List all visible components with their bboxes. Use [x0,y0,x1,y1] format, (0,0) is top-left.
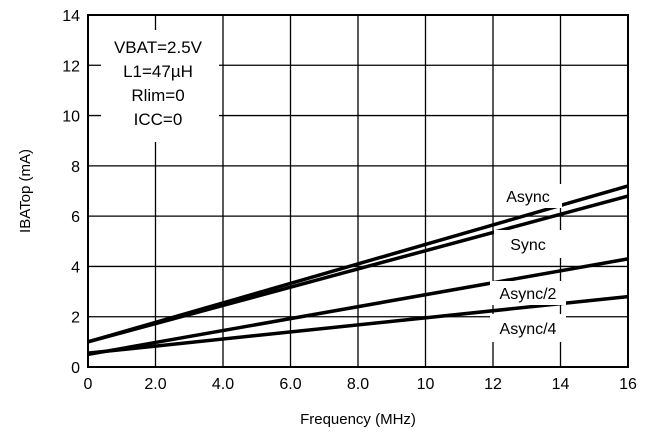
series-label-2: Async/2 [500,286,557,303]
y-tick-label: 6 [71,209,80,226]
x-axis-label: Frequency (MHz) [300,411,416,428]
condition-line: ICC=0 [134,110,183,129]
y-tick-label: 0 [71,360,80,377]
condition-line: Rlim=0 [131,86,184,105]
plot-frame [87,14,629,368]
x-tick-labels: 0 2.0 4.0 6.0 8.0 10 12 14 16 [84,376,637,393]
x-tick-label: 8.0 [347,376,369,393]
conditions-box: VBAT=2.5V L1=47µH Rlim=0 ICC=0 [101,30,219,142]
y-axis-label: IBATop (mA) [17,149,34,233]
y-tick-label: 12 [62,58,80,75]
series-label-bg [494,230,562,258]
x-tick-label: 2.0 [144,376,166,393]
y-tick-label: 8 [71,159,80,176]
x-tick-label: 10 [417,376,435,393]
y-tick-labels: 0 2 4 6 8 10 12 14 [62,8,80,377]
condition-line: L1=47µH [123,62,193,81]
y-tick-label: 2 [71,310,80,327]
series-line-3 [87,294,629,355]
series-line-1 [87,194,629,344]
x-tick-label: 4.0 [212,376,234,393]
x-tick-label: 16 [619,376,637,393]
series-label-bg [494,184,562,208]
series-label-0: Async [506,189,550,206]
x-tick-label: 0 [84,376,93,393]
y-tick-label: 14 [62,8,80,25]
series-label-3: Async/4 [500,321,557,338]
series-label-bg [490,281,566,305]
condition-line: VBAT=2.5V [114,38,203,57]
x-tick-label: 6.0 [279,376,301,393]
conditions-bg [101,30,219,142]
series-group [87,184,629,357]
series-label-1: Sync [510,237,546,254]
x-tick-label: 14 [552,376,570,393]
y-tick-label: 4 [71,259,80,276]
y-tick-label: 10 [62,109,80,126]
series-label-bg [490,314,566,342]
series-line-2 [87,257,629,357]
series-labels: Async Sync Async/2 Async/4 [490,184,566,342]
x-tick-label: 12 [484,376,502,393]
